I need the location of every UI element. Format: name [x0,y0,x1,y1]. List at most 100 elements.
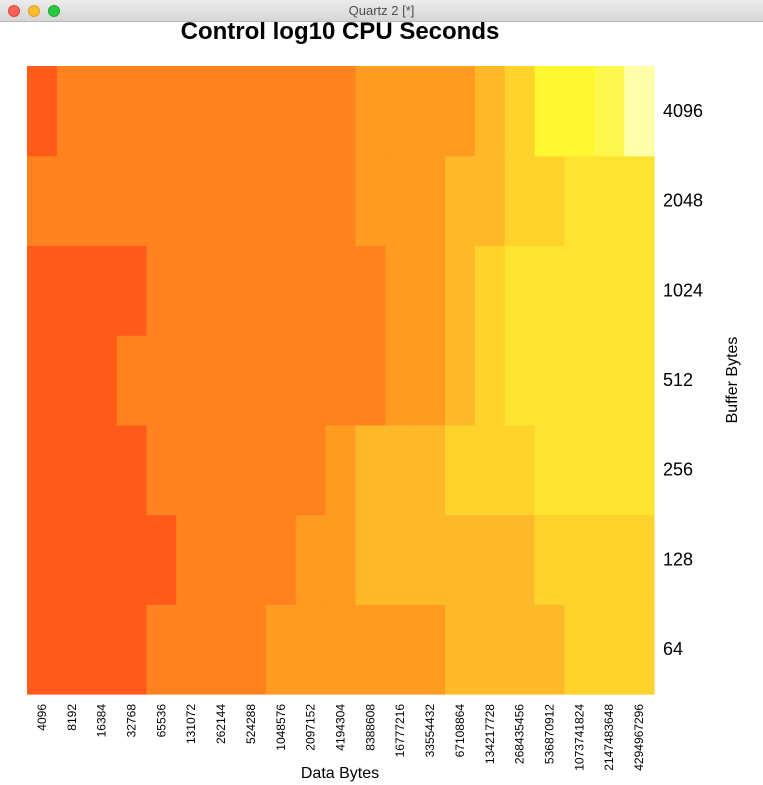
heatmap-cell [176,245,207,336]
heatmap-cell [355,335,386,426]
heatmap-cell [624,335,655,426]
heatmap-cell [27,514,58,605]
heatmap-cell [474,66,506,157]
x-tick-label: 16384 [95,704,109,738]
x-axis-label: Data Bytes [301,765,379,782]
heatmap-cell [27,335,58,426]
heatmap-cell [146,245,177,336]
x-tick-label: 33554432 [423,704,437,758]
minimize-window-button[interactable] [28,5,40,17]
heatmap-cell [355,155,386,247]
heatmap-cell [385,335,416,426]
heatmap-cell [624,424,655,516]
heatmap-cell [27,155,58,247]
heatmap-cell [176,604,207,695]
heatmap-cell [265,155,297,247]
x-tick-label: 16777216 [393,704,407,758]
heatmap-cell [385,245,416,336]
heatmap-cell [504,424,536,516]
heatmap-cell [86,424,118,516]
heatmap-cell [594,66,625,157]
heatmap-cell [56,335,88,426]
heatmap-cell [624,245,655,336]
heatmap-cell [86,66,118,157]
heatmap-cell [295,155,327,247]
y-tick-label: 64 [663,639,683,659]
y-tick-label: 256 [663,460,693,480]
heatmap-cell [474,514,506,605]
heatmap-cell [176,335,207,426]
heatmap-cell [146,335,177,426]
heatmap-cell [116,604,148,695]
heatmap-cell [325,604,357,695]
heatmap-cell [355,424,386,516]
heatmap-cell [27,245,58,336]
heatmap-cell [206,514,237,605]
heatmap-cell [564,245,595,336]
window-titlebar: Quartz 2 [*] [0,0,763,22]
x-tick-label: 1048576 [274,704,288,751]
heatmap-cell [146,604,177,695]
heatmap-cell [474,245,506,336]
heatmap-cell [564,604,595,695]
heatmap-cell [445,424,476,516]
x-tick-label: 4096 [35,704,49,731]
x-tick-label: 2097152 [304,704,318,751]
heatmap-cell [534,335,566,426]
heatmap-cell [415,155,446,247]
heatmap-cell [385,514,416,605]
heatmap-cell [594,245,625,336]
heatmap-cell [265,604,297,695]
heatmap-cell [415,245,446,336]
heatmap-cell [146,155,177,247]
heatmap-cell [176,66,207,157]
x-tick-label: 8388608 [363,704,377,751]
heatmap-cell [325,424,357,516]
heatmap-cell [116,66,148,157]
heatmap-cell [176,514,207,605]
heatmap-cell [504,514,536,605]
heatmap-cell [474,424,506,516]
y-axis-label: Buffer Bytes [724,337,741,424]
heatmap-cell [624,155,655,247]
heatmap-cell [504,604,536,695]
heatmap-cell [415,424,446,516]
heatmap-cell [265,66,297,157]
heatmap-cell [445,335,476,426]
heatmap-cell [265,245,297,336]
heatmap-cell [534,604,566,695]
heatmap-cell [146,66,177,157]
heatmap-cell [236,424,267,516]
y-tick-label: 1024 [663,280,703,300]
heatmap-cell [206,604,237,695]
heatmap-cell [594,155,625,247]
heatmap-cell [534,514,566,605]
heatmap-cell [474,604,506,695]
heatmap-cell [176,155,207,247]
heatmap-cell [27,424,58,516]
zoom-window-button[interactable] [48,5,60,17]
heatmap-cell [295,604,327,695]
heatmap-cell [385,604,416,695]
heatmap-cell [116,335,148,426]
heatmap-cell [295,424,327,516]
close-window-button[interactable] [8,5,20,17]
heatmap-cell [624,66,655,157]
heatmap-cell [415,335,446,426]
heatmap-cell [564,424,595,516]
heatmap-cell [146,424,177,516]
heatmap-cell [236,335,267,426]
heatmap-cell [564,155,595,247]
heatmap-cell [56,155,88,247]
heatmap-cell [265,514,297,605]
window-title: Quartz 2 [*] [348,3,415,18]
x-tick-label: 8192 [65,704,79,731]
heatmap-chart: Control log10 CPU Seconds 4096 8192 16384 3… [27,22,741,782]
heatmap-cell [27,604,58,695]
heatmap-cell [355,245,386,336]
heatmap-cell [415,514,446,605]
heatmap-cell [295,245,327,336]
heatmap-cell [325,335,357,426]
heatmap-cell [534,424,566,516]
x-tick-label: 32768 [125,704,139,738]
